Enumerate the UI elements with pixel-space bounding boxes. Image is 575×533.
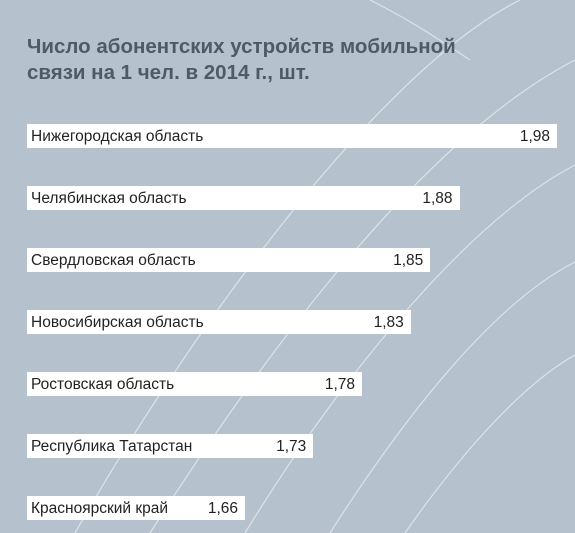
bar-category-label: Красноярский край [31,500,169,517]
bar-value-label: 1,78 [324,376,355,393]
bar: Новосибирская область 1,83 [27,310,411,334]
chart-title-line-2: связи на 1 чел. в 2014 г., шт. [27,61,310,84]
bar-category-label: Ростовская область [31,376,175,393]
bar: Республика Татарстан 1,73 [27,434,314,458]
bar-value-label: 1,73 [276,438,307,455]
bar-value-label: 1,66 [207,500,238,517]
bar-value-label: 1,98 [519,128,550,145]
bar: Красноярский край 1,66 [27,496,245,520]
bar: Челябинская область 1,88 [27,186,460,210]
bar: Свердловская область 1,85 [27,248,431,272]
bar-value-label: 1,85 [393,252,424,269]
bar-category-label: Нижегородская область [31,128,204,145]
bar: Ростовская область 1,78 [27,372,362,396]
bar-category-label: Свердловская область [31,252,196,269]
bar: Нижегородская область 1,98 [27,124,557,148]
bar-category-label: Новосибирская область [31,314,204,331]
bar-category-label: Челябинская область [31,190,187,207]
bar-value-label: 1,88 [422,190,453,207]
chart-title: Число абонентских устройств мобильной св… [27,34,547,86]
bar-value-label: 1,83 [373,314,404,331]
bar-category-label: Республика Татарстан [31,438,193,455]
chart-title-line-1: Число абонентских устройств мобильной [27,35,456,58]
